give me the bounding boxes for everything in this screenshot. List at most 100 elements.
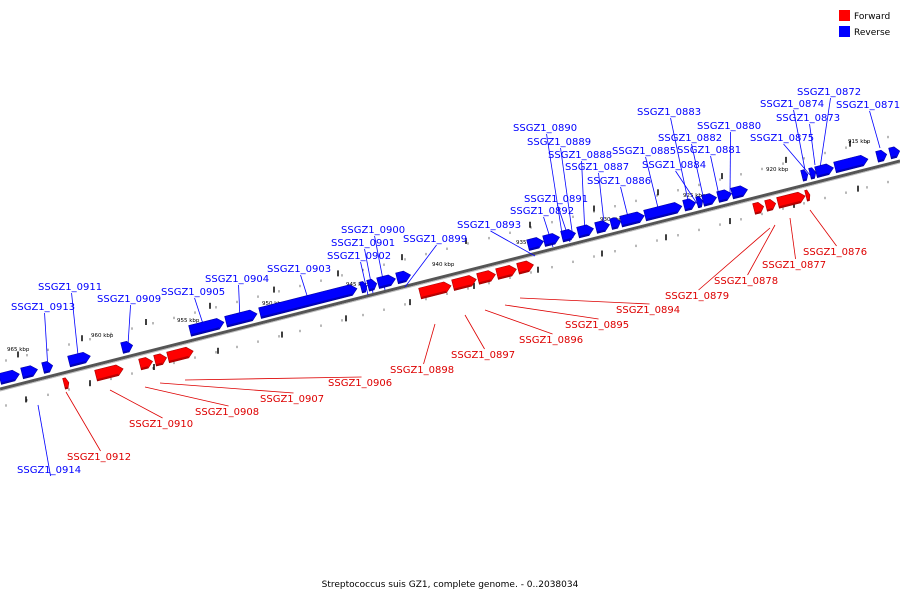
reverse-gene-arrow[interactable] [594, 219, 611, 234]
gene-label[interactable]: SSGZ1_0903 [267, 264, 331, 275]
gene-label[interactable]: SSGZ1_0893 [457, 220, 521, 231]
reverse-gene-arrow[interactable] [888, 146, 900, 160]
gene-label[interactable]: SSGZ1_0912 [67, 452, 131, 463]
gene-label[interactable]: SSGZ1_0882 [658, 133, 722, 144]
reverse-gene-arrow[interactable] [359, 281, 369, 294]
gene-label[interactable]: SSGZ1_0908 [195, 407, 259, 418]
reverse-gene-arrow[interactable] [542, 232, 561, 247]
gene-label[interactable]: SSGZ1_0906 [328, 378, 392, 389]
forward-gene-arrow[interactable] [94, 363, 125, 382]
reverse-gene-arrow[interactable] [20, 364, 39, 380]
gene-label[interactable]: SSGZ1_0894 [616, 305, 680, 316]
gene-label[interactable]: SSGZ1_0876 [803, 247, 867, 258]
reverse-gene-arrow[interactable] [800, 169, 810, 182]
gene-label[interactable]: SSGZ1_0897 [451, 350, 515, 361]
reverse-gene-arrow[interactable] [619, 210, 646, 228]
gene-label[interactable]: SSGZ1_0911 [38, 282, 102, 293]
leader-line [546, 133, 564, 241]
gene-label[interactable]: SSGZ1_0883 [637, 107, 701, 118]
forward-gene-arrow[interactable] [752, 201, 765, 215]
reverse-gene-arrow[interactable] [560, 228, 577, 243]
gene-label[interactable]: SSGZ1_0904 [205, 274, 269, 285]
reverse-gene-arrow[interactable] [682, 197, 697, 212]
reverse-gene-arrow[interactable] [576, 223, 595, 239]
reverse-gene-arrow[interactable] [395, 270, 412, 285]
gene-label[interactable]: SSGZ1_0871 [836, 100, 900, 111]
forward-gene-arrow[interactable] [138, 356, 154, 371]
gene-label[interactable]: SSGZ1_0901 [331, 238, 395, 249]
gene-label[interactable]: SSGZ1_0886 [587, 176, 651, 187]
gene-label[interactable]: SSGZ1_0879 [665, 291, 729, 302]
gene-label[interactable]: SSGZ1_0875 [750, 133, 814, 144]
forward-gene-arrow[interactable] [166, 346, 195, 364]
gene-label[interactable]: SSGZ1_0892 [510, 206, 574, 217]
gene-label[interactable]: SSGZ1_0889 [527, 137, 591, 148]
reverse-gene-arrow[interactable] [833, 154, 870, 174]
gene-label[interactable]: SSGZ1_0913 [11, 302, 75, 313]
reverse-gene-arrow[interactable] [120, 340, 134, 354]
gene-label[interactable]: SSGZ1_0890 [513, 123, 577, 134]
scale-label: 955 kbp [177, 318, 200, 324]
forward-gene-arrow[interactable] [153, 352, 168, 367]
gene-label[interactable]: SSGZ1_0885 [612, 146, 676, 157]
gene-label[interactable]: SSGZ1_0914 [17, 465, 81, 476]
gene-label[interactable]: SSGZ1_0902 [327, 251, 391, 262]
gene-label[interactable]: SSGZ1_0881 [677, 145, 741, 156]
reverse-gene-arrow[interactable] [808, 167, 818, 180]
reverse-gene-arrow[interactable] [67, 351, 92, 368]
reverse-gene-arrow[interactable] [0, 369, 21, 385]
forward-gene-arrow[interactable] [451, 274, 478, 291]
gene-label[interactable]: SSGZ1_0891 [524, 194, 588, 205]
forward-gene-arrow[interactable] [495, 264, 518, 280]
leader-lines [37, 97, 881, 477]
forward-gene-arrow[interactable] [516, 260, 535, 275]
gene-label[interactable]: SSGZ1_0874 [760, 99, 824, 110]
gene-label[interactable]: SSGZ1_0900 [341, 225, 405, 236]
leader-line [645, 156, 661, 217]
gene-label[interactable]: SSGZ1_0877 [762, 260, 826, 271]
gene-label[interactable]: SSGZ1_0888 [548, 150, 612, 161]
leader-line [504, 304, 599, 320]
reverse-gene-arrow[interactable] [730, 184, 749, 200]
forward-gene-arrow[interactable] [418, 280, 453, 300]
reverse-gene-arrow[interactable] [609, 216, 622, 230]
gene-label[interactable]: SSGZ1_0909 [97, 294, 161, 305]
gene-label[interactable]: SSGZ1_0887 [565, 162, 629, 173]
reverse-gene-arrow[interactable] [875, 149, 888, 163]
gene-label[interactable]: SSGZ1_0896 [519, 335, 583, 346]
reverse-gene-arrow[interactable] [716, 188, 733, 203]
gene-label[interactable]: SSGZ1_0898 [390, 365, 454, 376]
gene-label[interactable]: SSGZ1_0884 [642, 160, 706, 171]
reverse-gene-arrow[interactable] [188, 317, 226, 337]
gene-label[interactable]: SSGZ1_0880 [697, 121, 761, 132]
forward-gene-arrow[interactable] [476, 269, 497, 285]
leader-line [675, 170, 701, 209]
forward-gene-arrow[interactable] [776, 191, 807, 209]
leader-line [44, 312, 49, 371]
leader-line [809, 123, 816, 166]
reverse-gene-arrow[interactable] [695, 195, 705, 209]
reverse-gene-arrow[interactable] [366, 278, 378, 292]
leader-line [423, 323, 436, 365]
gene-label[interactable]: SSGZ1_0905 [161, 287, 225, 298]
forward-gene-arrow[interactable] [764, 198, 777, 212]
reverse-gene-arrow[interactable] [701, 192, 718, 207]
reverse-gene-arrow[interactable] [814, 163, 835, 178]
reverse-gene-arrow[interactable] [224, 309, 259, 328]
reverse-gene-arrow[interactable] [376, 273, 397, 289]
gene-label[interactable]: SSGZ1_0907 [260, 394, 324, 405]
gene-label[interactable]: SSGZ1_0873 [776, 113, 840, 124]
reverse-gene-arrow[interactable] [643, 201, 684, 222]
gene-label[interactable]: SSGZ1_0910 [129, 419, 193, 430]
forward-gene-arrow[interactable] [804, 189, 812, 202]
gene-label[interactable]: SSGZ1_0872 [797, 87, 861, 98]
scale-label: 960 kbp [91, 333, 114, 339]
reverse-gene-arrow[interactable] [526, 236, 545, 251]
reverse-gene-arrow[interactable] [258, 283, 359, 319]
gene-label[interactable]: SSGZ1_0878 [714, 276, 778, 287]
reverse-gene-arrow[interactable] [41, 360, 54, 374]
leader-line [519, 297, 650, 305]
gene-label[interactable]: SSGZ1_0895 [565, 320, 629, 331]
forward-gene-arrow[interactable] [62, 377, 71, 390]
gene-label[interactable]: SSGZ1_0899 [403, 234, 467, 245]
